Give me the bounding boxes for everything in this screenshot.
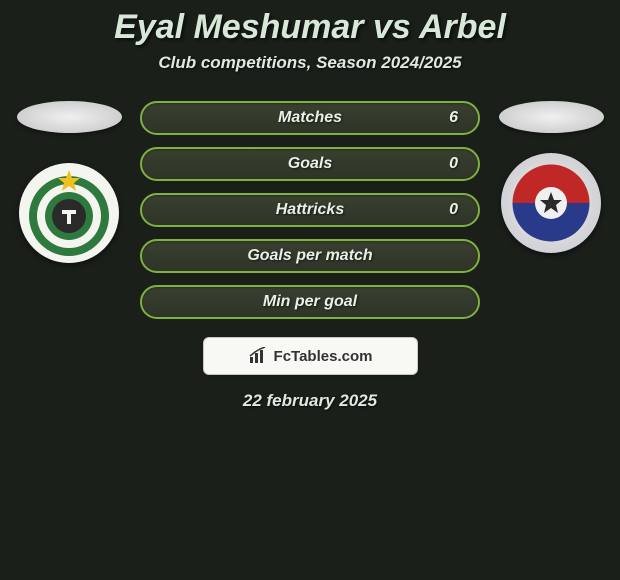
stat-label: Matches (278, 109, 342, 127)
stat-value: 0 (449, 201, 458, 219)
chart-icon (248, 347, 270, 365)
stat-row-goals: Goals 0 (140, 147, 480, 181)
left-column (14, 101, 124, 263)
stat-label: Goals (288, 155, 332, 173)
subtitle: Club competitions, Season 2024/2025 (0, 53, 620, 73)
right-column (496, 101, 606, 253)
stat-row-goals-per-match: Goals per match (140, 239, 480, 273)
team-left-logo-icon (24, 168, 114, 258)
stat-value: 6 (449, 109, 458, 127)
stat-label: Min per goal (263, 293, 357, 311)
page-title: Eyal Meshumar vs Arbel (0, 8, 620, 47)
brand-text: FcTables.com (274, 348, 373, 365)
team-right-logo-icon (508, 160, 594, 246)
brand-badge[interactable]: FcTables.com (203, 337, 418, 375)
stat-row-hattricks: Hattricks 0 (140, 193, 480, 227)
player-left-ellipse (17, 101, 122, 133)
main-row: Matches 6 Goals 0 Hattricks 0 Goals per … (0, 101, 620, 319)
stat-row-min-per-goal: Min per goal (140, 285, 480, 319)
stat-value: 0 (449, 155, 458, 173)
stat-row-matches: Matches 6 (140, 101, 480, 135)
team-right-badge (501, 153, 601, 253)
player-right-ellipse (499, 101, 604, 133)
footer-date: 22 february 2025 (0, 391, 620, 411)
team-left-badge (19, 163, 119, 263)
stats-column: Matches 6 Goals 0 Hattricks 0 Goals per … (140, 101, 480, 319)
comparison-card: Eyal Meshumar vs Arbel Club competitions… (0, 0, 620, 411)
stat-label: Hattricks (276, 201, 344, 219)
stat-label: Goals per match (247, 247, 372, 265)
